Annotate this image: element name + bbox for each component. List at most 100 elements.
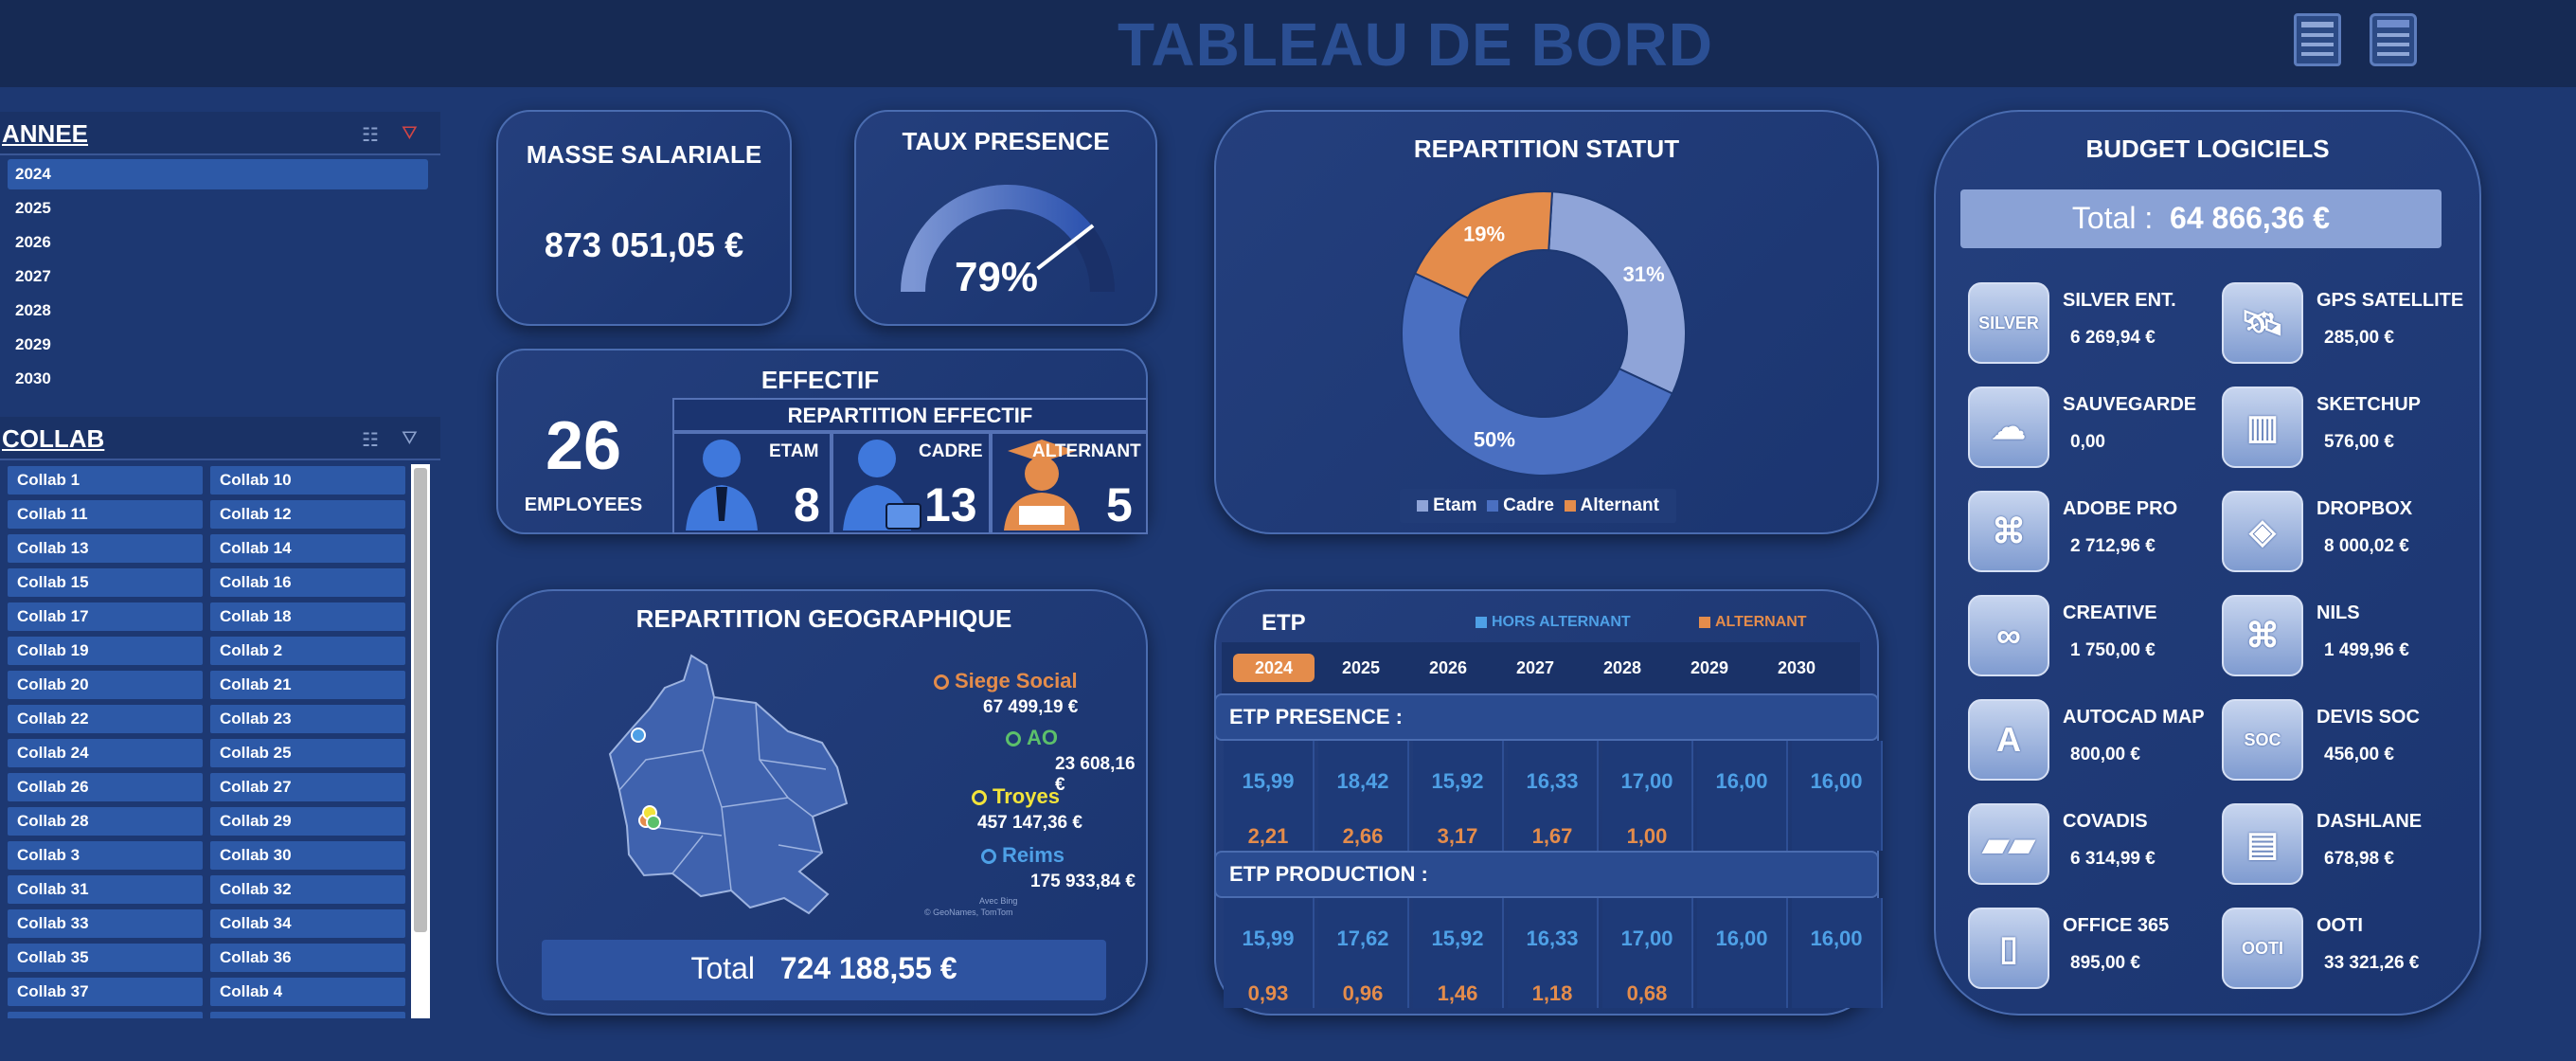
collab-item[interactable]: Collab 15 [8, 568, 203, 597]
collab-item[interactable]: Collab 30 [210, 841, 405, 870]
budget-cloud-upload-icon[interactable]: ☁ [1968, 387, 2049, 468]
year-item[interactable]: 2026 [15, 233, 51, 251]
calculator-icon[interactable] [2294, 13, 2341, 66]
geo-site-name: Siege Social [934, 669, 1078, 693]
etp-year-button[interactable]: 2028 [1602, 658, 1642, 677]
etp-value: 1,67 [1531, 824, 1573, 848]
multi-select-icon[interactable]: ☷ [362, 125, 379, 146]
year-item[interactable]: 2028 [15, 301, 51, 319]
etp-value: 3,17 [1437, 824, 1478, 848]
masse-salariale-card: MASSE SALARIALE 873 051,05 € [496, 110, 792, 326]
collab-item[interactable]: Collab 21 [210, 671, 405, 699]
clear-filter-icon[interactable]: ⛛ [402, 123, 418, 144]
collab-item[interactable]: Collab 14 [210, 534, 405, 563]
collab-item[interactable]: Collab 11 [8, 500, 203, 529]
collab-item[interactable]: Collab 26 [8, 773, 203, 801]
scrollbar-thumb[interactable] [414, 468, 427, 932]
budget-sketchup-icon[interactable]: ▥ [2222, 387, 2303, 468]
student-icon [1004, 440, 1080, 530]
etp-cell [1224, 898, 1315, 1008]
etp-value: 1,46 [1437, 981, 1478, 1005]
donut-slice-etam[interactable] [1547, 190, 1687, 395]
etp-year-button[interactable]: 2029 [1690, 658, 1729, 677]
etp-title: ETP [1261, 610, 1306, 636]
donut-slice-cadre[interactable] [1401, 272, 1674, 477]
budget-ooti-icon[interactable]: OOTI [2222, 908, 2303, 989]
budget-item-name: DROPBOX [2317, 498, 2413, 519]
collab-item[interactable]: Collab 16 [210, 568, 405, 597]
collab-item[interactable]: Collab 10 [210, 466, 405, 495]
icon-glyph: ▥ [2245, 407, 2279, 446]
card-title: REPARTITION STATUT [1413, 135, 1680, 163]
collab-item[interactable]: Collab 19 [8, 637, 203, 665]
year-item[interactable]: 2027 [15, 267, 51, 285]
collab-item[interactable]: Collab 12 [210, 500, 405, 529]
collab-item[interactable]: Collab 13 [8, 534, 203, 563]
collab-item[interactable]: Collab 1 [8, 466, 203, 495]
repartition-effectif-title: REPARTITION EFFECTIF [672, 398, 1148, 432]
collab-item[interactable]: Collab 27 [210, 773, 405, 801]
collab-item[interactable]: Collab 33 [8, 909, 203, 938]
collab-item[interactable]: Collab 35 [8, 944, 203, 972]
icon-glyph: 🛰 [2241, 303, 2284, 342]
etp-year-button[interactable]: 2030 [1777, 658, 1816, 677]
etp-year-button[interactable]: 2027 [1515, 658, 1555, 677]
collab-item[interactable]: Collab 3 [8, 841, 203, 870]
collab-item[interactable]: Collab 36 [210, 944, 405, 972]
collab-item[interactable]: Collab 23 [210, 705, 405, 733]
calendar-icon[interactable] [2370, 13, 2417, 66]
collab-item[interactable]: Collab 6 [210, 1012, 405, 1018]
collab-item[interactable]: Collab 2 [210, 637, 405, 665]
collab-item[interactable]: Collab 22 [8, 705, 203, 733]
budget-office-icon[interactable]: ▯ [1968, 908, 2049, 989]
etp-cell [1318, 898, 1409, 1008]
collab-item[interactable]: Collab 5 [8, 1012, 203, 1018]
icon-glyph: SOC [2244, 729, 2281, 749]
budget-dashlane-icon[interactable]: ▤ [2222, 803, 2303, 885]
clear-filter-icon[interactable]: ⛛ [402, 428, 418, 449]
collab-item[interactable]: Collab 37 [8, 978, 203, 1006]
collab-item[interactable]: Collab 4 [210, 978, 405, 1006]
multi-select-icon[interactable]: ☷ [362, 430, 379, 451]
collab-item[interactable]: Collab 18 [210, 602, 405, 631]
year-item[interactable]: 2030 [15, 369, 51, 387]
budget-dropbox-icon[interactable]: ◈ [2222, 491, 2303, 572]
etp-year-button[interactable]: 2026 [1428, 658, 1468, 677]
presence-gauge [901, 185, 1115, 293]
collab-item[interactable]: Collab 31 [8, 875, 203, 904]
year-item[interactable]: 2024 [8, 159, 428, 189]
etp-value: 15,92 [1431, 769, 1484, 793]
collab-item[interactable]: Collab 25 [210, 739, 405, 767]
budget-total-label: Total : [2071, 201, 2154, 235]
collab-item[interactable]: Collab 17 [8, 602, 203, 631]
budget-creative-cloud-icon[interactable]: ∞ [1968, 595, 2049, 676]
donut-slice-alternant[interactable] [1413, 190, 1554, 300]
top-bar [0, 0, 2576, 87]
budget-soc-icon[interactable]: SOC [2222, 699, 2303, 781]
budget-satellite-icon[interactable]: 🛰 [2222, 282, 2303, 364]
geo-site-name: AO [1006, 726, 1058, 750]
icon-glyph: ◈ [2249, 512, 2276, 550]
year-item[interactable]: 2029 [15, 335, 51, 353]
collab-scrollbar[interactable] [411, 464, 430, 1018]
collab-item[interactable]: Collab 34 [210, 909, 405, 938]
budget-item-name: GPS SATELLITE [2317, 290, 2464, 311]
budget-covadis-icon[interactable]: ▰▰ [1968, 803, 2049, 885]
collab-item[interactable]: Collab 24 [8, 739, 203, 767]
budget-autocad-icon[interactable]: A [1968, 699, 2049, 781]
statut-legend: Etam Cadre Alternant [1400, 489, 1676, 523]
etp-value: 15,99 [1242, 769, 1295, 793]
collab-item[interactable]: Collab 20 [8, 671, 203, 699]
budget-item-value: 576,00 € [2324, 432, 2394, 452]
budget-adobe-pdf-icon[interactable]: ⌘ [1968, 491, 2049, 572]
budget-pdf-icon[interactable]: ⌘ [2222, 595, 2303, 676]
year-item[interactable]: 2025 [15, 199, 51, 217]
budget-silver-logo-icon[interactable]: SILVER [1968, 282, 2049, 364]
etp-value: 0,68 [1626, 981, 1668, 1005]
geo-site-amount: 23 608,16 € [1055, 754, 1136, 795]
collab-item[interactable]: Collab 32 [210, 875, 405, 904]
etp-year-button[interactable]: 2025 [1341, 658, 1381, 677]
collab-item[interactable]: Collab 28 [8, 807, 203, 836]
etp-year-button[interactable]: 2024 [1233, 654, 1315, 682]
collab-item[interactable]: Collab 29 [210, 807, 405, 836]
